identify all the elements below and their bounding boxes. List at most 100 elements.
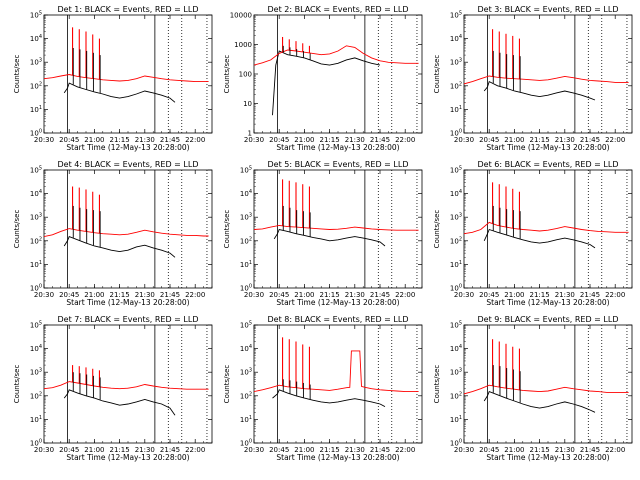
y-tick-exp: 3 bbox=[39, 58, 42, 64]
panel-title: Det 5: BLACK = Events, RED = LLD bbox=[268, 160, 409, 169]
x-tick-label: 21:45 bbox=[370, 446, 390, 454]
x-tick-label: 21:15 bbox=[320, 136, 340, 144]
y-tick-base: 10 bbox=[450, 440, 459, 448]
y-tick-base: 10 bbox=[450, 35, 459, 43]
y-tick-base: 10 bbox=[240, 440, 249, 448]
x-tick-label: 20:45 bbox=[479, 446, 499, 454]
y-tick-base: 10 bbox=[240, 369, 249, 377]
y-axis-label: Counts/sec bbox=[13, 210, 21, 249]
events-series-line bbox=[483, 80, 596, 101]
y-tick-base: 10 bbox=[450, 130, 459, 138]
x-tick-label: 20:30 bbox=[34, 446, 54, 454]
y-tick-label: 103 bbox=[30, 213, 42, 222]
y-axis-label: Counts/sec bbox=[223, 210, 231, 249]
y-tick-base: 10 bbox=[30, 345, 39, 353]
y-tick-label: 101 bbox=[450, 105, 462, 114]
y-tick-label: 105 bbox=[450, 11, 462, 20]
y-tick-exp: 3 bbox=[249, 368, 252, 374]
panel-title: Det 4: BLACK = Events, RED = LLD bbox=[58, 160, 199, 169]
y-tick-base: 10 bbox=[450, 214, 459, 222]
panel-title: Det 8: BLACK = Events, RED = LLD bbox=[268, 315, 409, 324]
y-tick-label: 1000 bbox=[234, 41, 252, 49]
events-series-line bbox=[63, 236, 176, 258]
x-tick-label: 21:30 bbox=[135, 446, 155, 454]
x-tick-label: 20:45 bbox=[479, 291, 499, 299]
x-tick-label: 22:00 bbox=[605, 136, 625, 144]
x-tick-label: 20:30 bbox=[244, 291, 264, 299]
y-tick-base: 10 bbox=[240, 167, 249, 175]
plot-frame bbox=[43, 324, 213, 444]
x-tick-label: 21:15 bbox=[110, 136, 130, 144]
y-tick-exp: 0 bbox=[39, 284, 42, 290]
y-tick-base: 10 bbox=[30, 35, 39, 43]
y-tick-base: 10 bbox=[30, 130, 39, 138]
y-tick-base: 10 bbox=[30, 416, 39, 424]
y-tick-label: 100 bbox=[30, 439, 42, 448]
y-axis-label: Counts/sec bbox=[433, 55, 441, 94]
y-axis-label: Counts/sec bbox=[13, 55, 21, 94]
y-tick-base: 10 bbox=[450, 106, 459, 114]
plot-area bbox=[254, 325, 419, 443]
y-tick-base: 10 bbox=[30, 82, 39, 90]
events-series-line bbox=[483, 391, 596, 413]
y-tick-base: 10 bbox=[30, 392, 39, 400]
x-tick-label: 21:00 bbox=[294, 446, 314, 454]
y-tick-label: 10 bbox=[243, 100, 252, 108]
y-tick-label: 102 bbox=[240, 236, 252, 245]
x-tick-label: 21:30 bbox=[345, 446, 365, 454]
x-tick-label: 21:00 bbox=[84, 446, 104, 454]
y-tick-exp: 3 bbox=[459, 368, 462, 374]
y-tick-base: 10 bbox=[30, 261, 39, 269]
y-tick-base: 10 bbox=[30, 214, 39, 222]
x-tick-label: 21:00 bbox=[504, 291, 524, 299]
x-tick-label: 21:45 bbox=[580, 136, 600, 144]
y-tick-label: 104 bbox=[30, 344, 42, 353]
panel-title: Det 1: BLACK = Events, RED = LLD bbox=[58, 5, 199, 14]
y-tick-base: 10 bbox=[30, 12, 39, 20]
y-tick-exp: 3 bbox=[459, 213, 462, 219]
x-tick-label: 21:30 bbox=[135, 136, 155, 144]
lld-series-line bbox=[44, 381, 209, 390]
x-tick-label: 20:45 bbox=[59, 291, 79, 299]
y-tick-label: 103 bbox=[30, 368, 42, 377]
y-tick-exp: 0 bbox=[459, 129, 462, 135]
x-tick-label: 22:00 bbox=[185, 291, 205, 299]
y-tick-label: 105 bbox=[30, 321, 42, 330]
panel-det-9: Det 9: BLACK = Events, RED = LLD 20:30 20:… bbox=[433, 315, 633, 462]
y-tick-exp: 4 bbox=[39, 34, 42, 40]
x-tick-label: 21:45 bbox=[160, 446, 180, 454]
y-tick-base: 10 bbox=[30, 440, 39, 448]
y-tick-exp: 5 bbox=[459, 321, 462, 327]
x-tick-label: 22:00 bbox=[605, 291, 625, 299]
y-tick-exp: 0 bbox=[249, 284, 252, 290]
y-tick-label: 103 bbox=[450, 213, 462, 222]
y-tick-exp: 2 bbox=[459, 236, 462, 242]
x-tick-label: 20:45 bbox=[59, 446, 79, 454]
x-tick-label: 21:00 bbox=[84, 136, 104, 144]
panel-det-7: Det 7: BLACK = Events, RED = LLD 20:30 20:… bbox=[13, 315, 213, 462]
y-tick-label: 105 bbox=[450, 166, 462, 175]
x-axis-label: Start Time (12-May-13 20:28:00) bbox=[276, 298, 399, 307]
y-tick-label: 102 bbox=[240, 391, 252, 400]
y-tick-base: 10 bbox=[30, 237, 39, 245]
x-tick-label: 20:30 bbox=[454, 446, 474, 454]
y-tick-label: 101 bbox=[240, 415, 252, 424]
plot-frame bbox=[463, 169, 633, 289]
x-tick-label: 21:00 bbox=[504, 136, 524, 144]
y-tick-exp: 4 bbox=[459, 344, 462, 350]
y-tick-label: 100 bbox=[450, 129, 462, 138]
y-tick-label: 100 bbox=[450, 284, 462, 293]
y-tick-exp: 1 bbox=[249, 260, 252, 266]
y-tick-base: 10 bbox=[450, 345, 459, 353]
y-tick-exp: 4 bbox=[39, 189, 42, 195]
y-tick-base: 10 bbox=[240, 392, 249, 400]
x-axis-label: Start Time (12-May-13 20:28:00) bbox=[486, 453, 609, 462]
plot-frame bbox=[463, 14, 633, 134]
panel-det-8: Det 8: BLACK = Events, RED = LLD 20:30 20:… bbox=[223, 315, 423, 462]
events-series-line bbox=[63, 389, 176, 416]
plot-area bbox=[44, 15, 209, 133]
x-tick-label: 21:00 bbox=[504, 446, 524, 454]
y-tick-label: 104 bbox=[30, 34, 42, 43]
y-tick-exp: 5 bbox=[459, 166, 462, 172]
y-tick-exp: 1 bbox=[249, 415, 252, 421]
